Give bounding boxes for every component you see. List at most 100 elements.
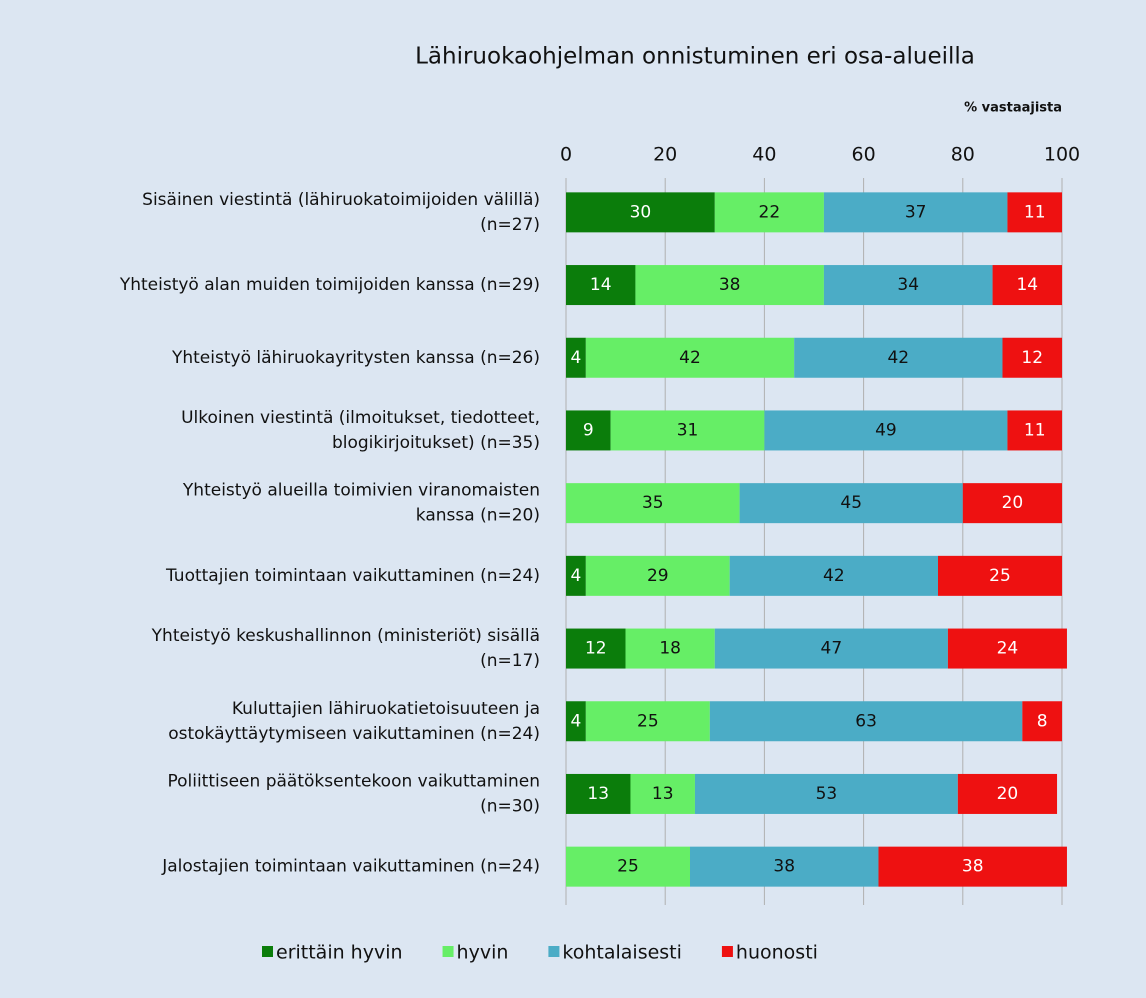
data-label: 42 — [823, 566, 845, 586]
bar-segment — [566, 192, 715, 233]
bar-segment — [585, 555, 730, 596]
data-label: 12 — [585, 639, 607, 659]
bar-segment — [823, 192, 1008, 233]
bar-segment — [610, 410, 765, 451]
x-tick-label: 100 — [1044, 144, 1080, 166]
data-label: 13 — [587, 784, 609, 804]
bar-segment — [957, 773, 1058, 814]
data-label: 25 — [617, 857, 639, 877]
data-label: 29 — [647, 566, 669, 586]
data-label: 34 — [897, 275, 919, 295]
data-label: 4 — [571, 566, 582, 586]
bar-segment — [566, 846, 690, 887]
bar-segment — [764, 410, 1008, 451]
data-label: 38 — [962, 857, 984, 877]
bar-segment — [962, 483, 1062, 524]
y-tick-label: Sisäinen viestintä (lähiruokatoimijoiden… — [142, 190, 540, 235]
bar-segment — [690, 846, 879, 887]
bar-segment — [585, 337, 795, 378]
y-tick-label: Yhteistyö keskushallinnon (ministeriöt) … — [151, 626, 540, 671]
data-label: 11 — [1024, 202, 1046, 222]
bar-segment — [878, 846, 1067, 887]
data-label: 42 — [679, 348, 701, 368]
bar-segment — [566, 410, 611, 451]
data-label: 12 — [1021, 348, 1043, 368]
bar-segment — [992, 265, 1062, 306]
data-label: 14 — [590, 275, 612, 295]
data-label: 4 — [571, 711, 582, 731]
data-label: 4 — [571, 348, 582, 368]
x-tick-label: 20 — [653, 144, 677, 166]
bar-segment — [566, 628, 626, 669]
bar-segment — [566, 337, 586, 378]
data-label: 53 — [816, 784, 838, 804]
x-tick-label: 80 — [951, 144, 975, 166]
bar-segment — [1022, 701, 1062, 742]
legend-label: hyvin — [457, 942, 509, 964]
data-label: 13 — [652, 784, 674, 804]
data-label: 30 — [630, 202, 652, 222]
legend-swatch — [262, 946, 273, 957]
y-tick-label: Poliittiseen päätöksentekoon vaikuttamin… — [167, 771, 540, 816]
legend-label: kohtalaisesti — [562, 942, 682, 964]
data-label: 25 — [989, 566, 1011, 586]
bar-segment — [635, 265, 824, 306]
x-tick-label: 0 — [560, 144, 572, 166]
y-tick-label: Yhteistyö alan muiden toimijoiden kanssa… — [119, 275, 540, 295]
bar-segment — [714, 628, 948, 669]
data-label: 63 — [855, 711, 877, 731]
bar-segment — [1007, 410, 1062, 451]
data-label: 22 — [759, 202, 781, 222]
bar-segment — [947, 628, 1067, 669]
data-label: 24 — [997, 639, 1019, 659]
data-label: 45 — [840, 493, 862, 513]
legend-swatch — [548, 946, 560, 957]
data-label: 20 — [1002, 493, 1024, 513]
data-label: 31 — [677, 420, 699, 440]
data-label: 35 — [642, 493, 664, 513]
bar-segment — [566, 773, 631, 814]
bar-segment — [625, 628, 715, 669]
bar-segment — [566, 555, 586, 596]
legend-label: huonosti — [736, 942, 818, 964]
y-tick-label: Tuottajien toimintaan vaikuttaminen (n=2… — [165, 566, 540, 586]
bar-segment — [729, 555, 938, 596]
data-label: 11 — [1024, 420, 1046, 440]
x-tick-label: 60 — [852, 144, 876, 166]
data-label: 20 — [997, 784, 1019, 804]
bar-segment — [566, 701, 586, 742]
bar-segment — [1007, 192, 1062, 233]
bar-segment — [566, 265, 636, 306]
y-tick-label: Yhteistyö lähiruokayritysten kanssa (n=2… — [171, 348, 540, 368]
data-label: 8 — [1037, 711, 1048, 731]
legend-swatch — [442, 946, 454, 957]
data-label: 38 — [773, 857, 795, 877]
legend-label: erittäin hyvin — [276, 942, 403, 964]
data-label: 25 — [637, 711, 659, 731]
bar-segment — [739, 483, 963, 524]
data-label: 37 — [905, 202, 927, 222]
bar-segment — [709, 701, 1023, 742]
data-label: 38 — [719, 275, 741, 295]
data-label: 18 — [659, 639, 681, 659]
bar-segment — [630, 773, 695, 814]
bar-segment — [714, 192, 824, 233]
bar-segment — [794, 337, 1003, 378]
axis-label: % vastaajista — [964, 101, 1062, 116]
data-label: 47 — [821, 639, 843, 659]
data-label: 49 — [875, 420, 897, 440]
bar-segment — [1002, 337, 1062, 378]
y-tick-label: Kuluttajien lähiruokatietoisuuteen ja ost… — [168, 699, 540, 744]
bar-segment — [585, 701, 710, 742]
data-label: 42 — [887, 348, 909, 368]
data-label: 14 — [1016, 275, 1038, 295]
y-tick-label: Jalostajien toimintaan vaikuttaminen (n=… — [161, 857, 540, 877]
x-tick-label: 40 — [752, 144, 776, 166]
y-tick-label: Ulkoinen viestintä (ilmoitukset, tiedott… — [181, 408, 540, 453]
bar-segment — [938, 555, 1062, 596]
chart-title: Lähiruokaohjelman onnistuminen eri osa-a… — [415, 44, 975, 70]
data-label: 9 — [583, 420, 594, 440]
bar-segment — [823, 265, 993, 306]
y-tick-label: Yhteistyö alueilla toimivien viranomaist… — [182, 481, 540, 526]
